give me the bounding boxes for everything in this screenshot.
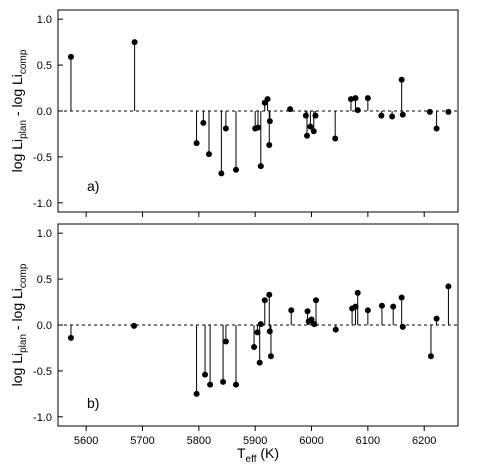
x-tick-label: 5900 [243, 435, 267, 447]
x-tick-label: 6100 [356, 435, 380, 447]
data-point [304, 132, 311, 139]
data-point [399, 111, 406, 118]
data-point [427, 353, 434, 360]
x-tick-label: 5700 [130, 435, 154, 447]
data-point [266, 141, 273, 148]
y-axis-label: log Liplan - log Licomp [9, 263, 29, 386]
data-point [131, 39, 138, 46]
x-axis-label: Teff (K) [237, 445, 279, 465]
data-point [207, 381, 214, 388]
y-tick-label: -1.0 [33, 412, 52, 424]
data-point [378, 112, 385, 119]
data-point [256, 359, 263, 366]
panel-label: a) [87, 178, 99, 194]
data-point [433, 125, 440, 132]
data-point [266, 118, 273, 125]
data-point [352, 303, 359, 310]
x-tick-label: 5600 [74, 435, 98, 447]
data-point [257, 321, 264, 328]
data-point [312, 112, 319, 119]
data-point [354, 289, 361, 296]
data-point [233, 381, 240, 388]
data-point [205, 151, 212, 158]
data-point [193, 140, 200, 147]
panel-b: 1.0 0.5 0.0 -0.5 -1.0 5600 5700 5800 5900 6000 610… [9, 223, 459, 465]
data-point [364, 95, 371, 102]
y-tick-label: 0.5 [37, 60, 52, 72]
data-point [266, 328, 273, 335]
data-point [332, 326, 339, 333]
data-point [218, 170, 225, 177]
y-axis-label: log Liplan - log Licomp [9, 49, 29, 172]
data-point [287, 106, 294, 113]
data-point [445, 108, 452, 115]
data-point [222, 338, 229, 345]
data-point [398, 76, 405, 83]
data-point [389, 113, 396, 120]
data-point [426, 108, 433, 115]
y-tick-label: 0.0 [37, 106, 52, 118]
y-tick-label: 1.0 [37, 228, 52, 240]
data-point [67, 53, 74, 60]
data-point [378, 302, 385, 309]
y-tick-label: 0.5 [37, 274, 52, 286]
x-tick-label: 5800 [187, 435, 211, 447]
data-point [332, 135, 339, 142]
data-point [313, 297, 320, 304]
data-point [347, 96, 354, 103]
data-point [399, 323, 406, 330]
data-point [308, 316, 315, 323]
panel-label: b) [87, 395, 99, 411]
data-point [264, 96, 271, 103]
data-point [233, 166, 240, 173]
data-point [398, 294, 405, 301]
data-point [302, 112, 309, 119]
data-point [220, 378, 227, 385]
data-point [131, 322, 138, 329]
data-point [261, 297, 268, 304]
data-point [364, 307, 371, 314]
panel-a: 1.0 0.5 0.0 -0.5 -1.0 a) log Liplan - log Lico… [9, 9, 459, 217]
data-point [266, 291, 273, 298]
y-tick-label: 1.0 [37, 14, 52, 26]
y-tick-label: 0.0 [37, 320, 52, 332]
y-tick-label: -1.0 [33, 198, 52, 210]
y-tick-label: -0.5 [33, 366, 52, 378]
data-point [202, 371, 209, 378]
data-point [445, 283, 452, 290]
data-point [288, 307, 295, 314]
data-point [307, 123, 314, 130]
data-point [67, 334, 74, 341]
data-point [310, 128, 317, 135]
data-point [433, 315, 440, 322]
data-point [255, 124, 261, 131]
data-point [193, 390, 200, 397]
data-point [222, 125, 229, 132]
x-tick-label: 6200 [412, 435, 436, 447]
data-point [251, 344, 258, 351]
data-point [390, 303, 397, 310]
data-point [254, 329, 261, 336]
data-point [352, 95, 359, 102]
y-tick-label: -0.5 [33, 152, 52, 164]
data-point [200, 119, 207, 126]
data-point [267, 353, 274, 360]
data-point [304, 308, 311, 315]
data-point [257, 163, 264, 170]
x-tick-label: 6000 [299, 435, 323, 447]
data-point [354, 107, 361, 114]
